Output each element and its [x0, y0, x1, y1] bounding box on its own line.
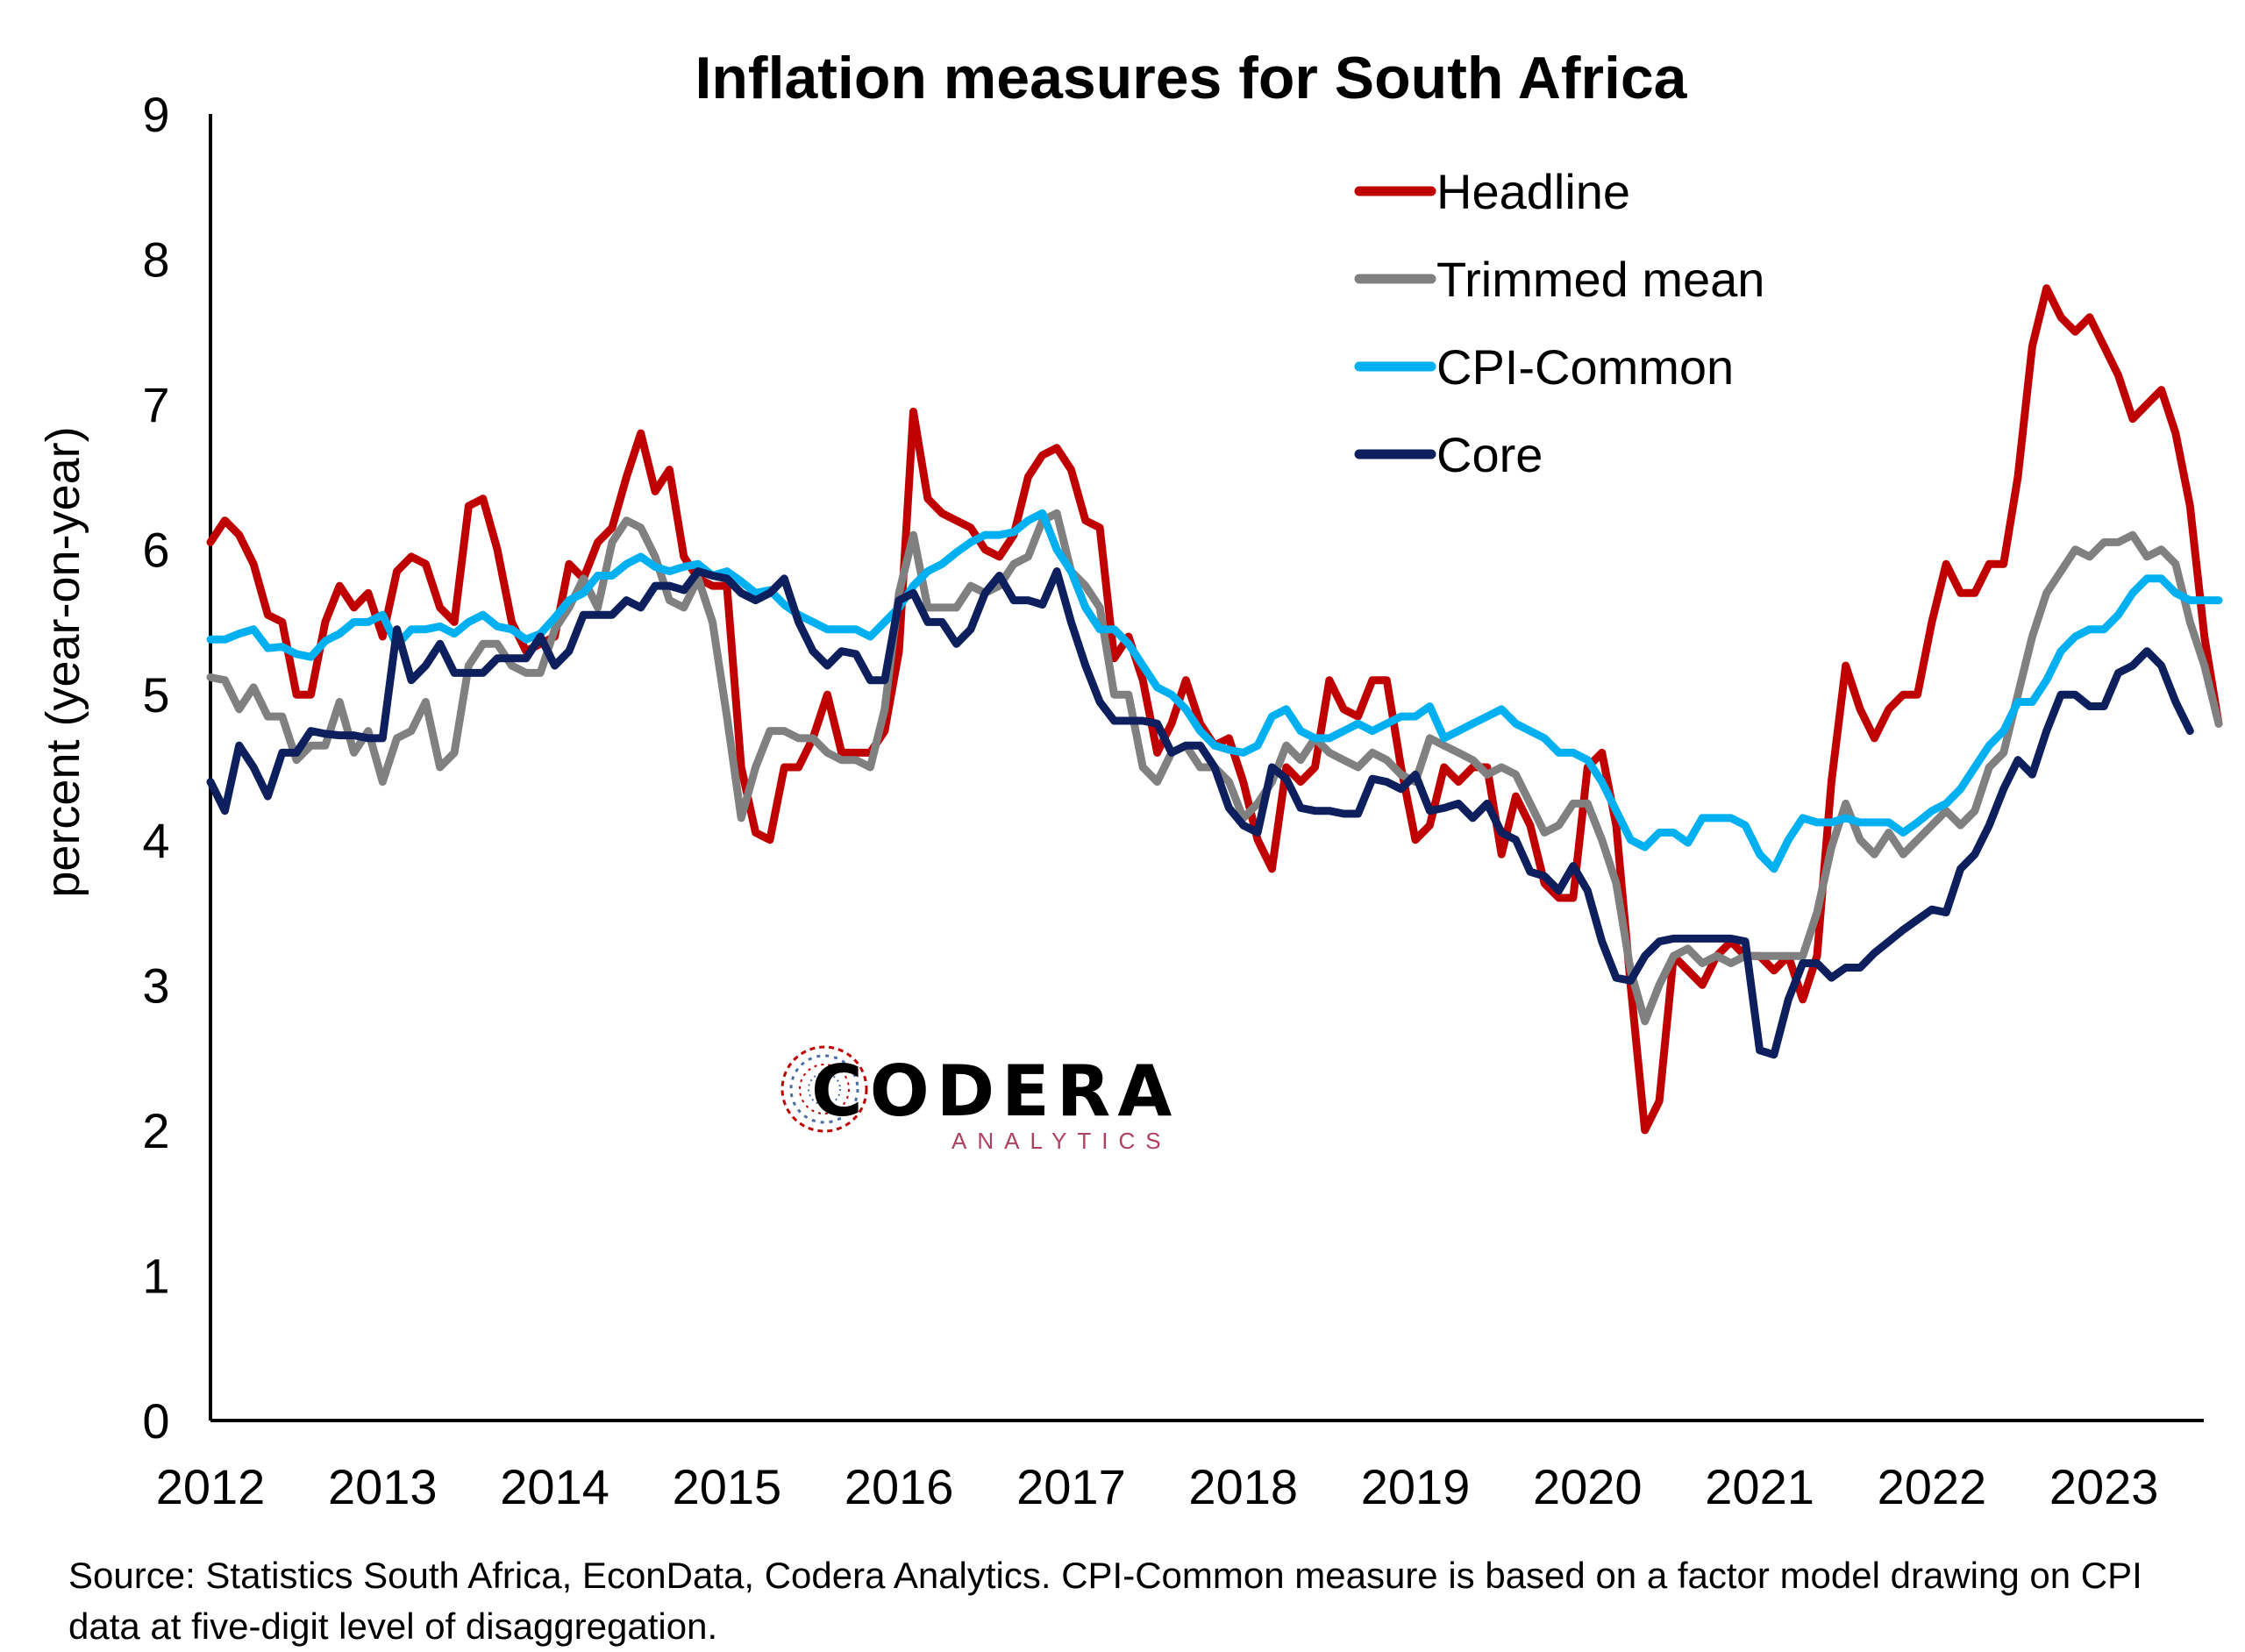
- axes: [209, 114, 2204, 1422]
- codera-logo: CODERA ANALYTICS: [780, 1045, 1179, 1154]
- y-tick-label: 2: [142, 1103, 169, 1158]
- x-tick-label: 2014: [500, 1459, 609, 1514]
- y-tick-label: 0: [142, 1393, 169, 1449]
- x-tick-label: 2017: [1016, 1459, 1126, 1514]
- legend: Headline Trimmed mean CPI-Common Core: [1354, 164, 1764, 482]
- y-tick-label: 6: [142, 523, 169, 578]
- legend-label-cpi-common: CPI-Common: [1436, 339, 1734, 395]
- legend-label-trimmed-mean: Trimmed mean: [1436, 252, 1764, 307]
- x-tick-label: 2012: [156, 1459, 266, 1514]
- logo-wordmark: CODERA: [811, 1050, 1179, 1132]
- series-line-core: [206, 567, 2194, 1059]
- x-tick-label: 2015: [673, 1459, 782, 1514]
- y-tick-label: 8: [142, 232, 169, 288]
- logo-subtitle: ANALYTICS: [951, 1128, 1172, 1154]
- x-tick-label: 2016: [845, 1459, 954, 1514]
- x-tick-labels: 2012 2013 2014 2015 2016 2017 2018 2019 2020 2021…: [156, 1459, 2159, 1514]
- y-tick-label: 7: [142, 377, 169, 432]
- y-axis-label: percent (year-on-year): [37, 426, 89, 897]
- x-tick-label: 2022: [1878, 1459, 1987, 1514]
- legend-label-core: Core: [1436, 427, 1543, 482]
- series-line-cpi-common: [206, 509, 2223, 873]
- x-tick-label: 2021: [1705, 1459, 1814, 1514]
- series-lines: [206, 284, 2223, 1135]
- logo-mark-icon: [780, 1045, 868, 1133]
- y-tick-label: 3: [142, 958, 169, 1013]
- x-tick-label: 2020: [1533, 1459, 1643, 1514]
- legend-label-headline: Headline: [1436, 164, 1630, 219]
- y-tick-label: 1: [142, 1248, 169, 1303]
- x-tick-label: 2019: [1361, 1459, 1471, 1514]
- y-tick-label: 9: [142, 87, 169, 142]
- y-tick-labels: 0 1 2 3 4 5 6 7 8 9: [142, 87, 169, 1449]
- x-tick-label: 2018: [1188, 1459, 1298, 1514]
- x-tick-label: 2023: [2049, 1459, 2159, 1514]
- series-line-headline: [206, 284, 2223, 1135]
- x-tick-label: 2013: [328, 1459, 438, 1514]
- y-tick-label: 5: [142, 667, 169, 723]
- chart-title: Inflation measures for South Africa: [695, 45, 1688, 111]
- y-tick-label: 4: [142, 813, 169, 868]
- source-note: Source: Statistics South Africa, EconDat…: [68, 1555, 2142, 1647]
